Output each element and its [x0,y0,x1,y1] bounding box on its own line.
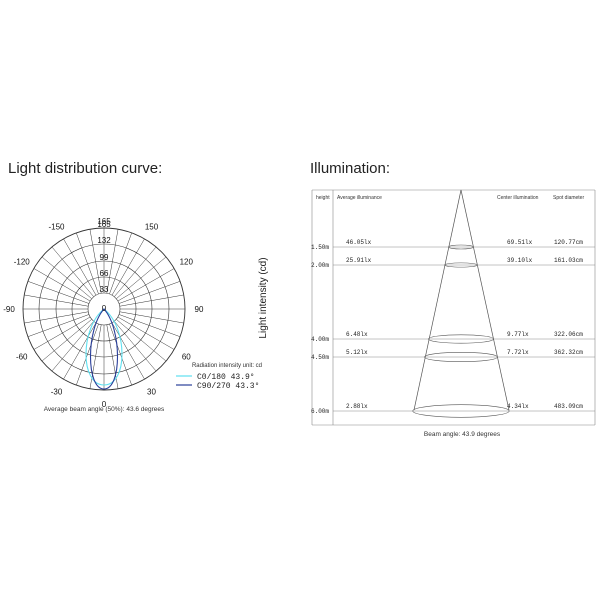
row-spot-diameter: 120.77cm [554,239,583,246]
spot-ellipse [428,334,494,344]
intensity-label: 99 [100,253,109,262]
curve-c0-180 [85,308,123,386]
row-average-illuminance: 25.91lx [346,257,372,264]
col-spot-header: Spot diameter [553,195,584,201]
row-height: 4.00m [311,336,329,343]
polar-ray [118,281,181,304]
polar-curves [85,308,123,390]
col-avg-header: Average illuminance [337,195,382,201]
intensity-labels: 165 132 99 66 33 0 [97,220,111,313]
table-rows: 1.50m 46.05lx 69.51lx 120.77cm 2.00m 25.91lx 3… [311,239,595,418]
intensity-label: 33 [100,285,109,294]
row-center-illumination: 9.77lx [507,331,529,338]
polar-ray [117,268,175,302]
row-center-illumination: 69.51lx [507,239,533,246]
row-average-illuminance: 6.48lx [346,331,368,338]
intensity-label: 132 [97,236,111,245]
polar-ray [41,319,92,362]
curve-c90-270 [90,308,118,390]
polar-ray [24,294,89,307]
row-spot-diameter: 161.03cm [554,257,583,264]
row-center-illumination: 7.72lx [507,349,529,356]
angle-label: 60 [182,353,191,362]
angle-labels: -150 165 150 -120 120 -90 90 -60 60 -30 30 0 [3,217,204,409]
row-center-illumination: 39.10lx [507,257,533,264]
row-center-illumination: 4.34lx [507,403,529,410]
angle-label: -90 [3,305,15,314]
row-spot-diameter: 483.09cm [554,403,583,410]
polar-ray [51,321,94,372]
angle-label: -150 [48,223,65,232]
polar-ray [106,229,119,294]
intensity-label: 66 [100,269,109,278]
row-average-illuminance: 46.05lx [346,239,372,246]
row-spot-diameter: 362.32cm [554,349,583,356]
beam-left-edge [413,189,462,411]
polar-ray [119,294,184,307]
spot-ellipse [448,244,474,250]
col-center-header: Center illumination [497,195,539,201]
row-height: 4.50m [311,354,329,361]
angle-label: 30 [147,387,156,396]
angle-label: 0 [102,400,107,409]
average-beam-angle-note: Average beam angle (50%): 43.6 degrees [44,406,165,413]
beam-right-edge [460,189,510,411]
row-height: 6.00m [311,408,329,415]
polar-ray [63,238,97,296]
polar-ray [118,314,181,337]
intensity-label: 0 [102,304,107,313]
spot-ellipse [444,262,478,268]
polar-ray [76,232,99,295]
polar-diagram: 165 132 99 66 33 0 -150 165 150 -120 120 -90 90 -60 6… [3,217,204,409]
polar-ray [111,238,145,296]
polar-ray [76,323,99,386]
angle-label: 165 [97,217,111,226]
angle-label: 150 [145,223,159,232]
illumination-title: Illumination: [310,160,391,177]
intensity-axis-label: Light intensity (cd) [258,257,269,338]
polar-rays [23,228,185,390]
polar-ray [24,311,89,324]
row-average-illuminance: 5.12lx [346,349,368,356]
polar-ray [63,322,97,380]
spot-ellipse [412,404,510,418]
legend-c0-label: C0/180 43.9° [197,373,255,382]
polar-ray [33,316,91,350]
legend-c90-label: C90/270 43.3° [197,382,259,391]
polar-ray [114,321,157,372]
row-height: 2.00m [311,262,329,269]
polar-ray [109,323,132,386]
spot-ellipse [424,351,498,363]
unit-note: Radiation intensity unit: cd [192,363,262,369]
polar-ray [114,246,157,297]
polar-ray [33,268,91,302]
polar-ray [117,316,175,350]
polar-ray [27,281,90,304]
beam-angle-note: Beam angle: 43.9 degrees [424,431,501,438]
angle-label: 120 [180,258,194,267]
polar-ray [119,311,184,324]
illumination-table: height Average illuminance Center illumi… [311,189,596,438]
angle-label: -30 [51,387,63,396]
polar-ray [89,229,102,294]
angle-label: 90 [195,305,204,314]
intensity-label: 165 [97,220,111,229]
light-distribution-title: Light distribution curve: [8,160,163,177]
polar-ray [111,322,145,380]
polar-ray [116,319,167,362]
col-height-header: height [316,195,330,201]
polar-ray [27,314,90,337]
angle-label: -120 [14,258,31,267]
row-height: 1.50m [311,244,329,251]
polar-ray [116,256,167,299]
polar-ray [109,232,132,295]
row-spot-diameter: 322.06cm [554,331,583,338]
legend: C0/180 43.9° C90/270 43.3° [176,373,259,391]
row-average-illuminance: 2.88lx [346,403,368,410]
polar-ray [41,256,92,299]
polar-ray [51,246,94,297]
angle-label: -60 [16,353,28,362]
